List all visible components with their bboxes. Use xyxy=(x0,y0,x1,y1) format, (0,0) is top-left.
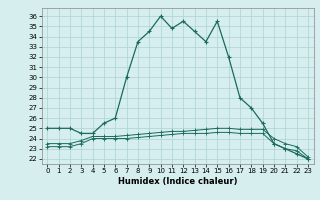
X-axis label: Humidex (Indice chaleur): Humidex (Indice chaleur) xyxy=(118,177,237,186)
